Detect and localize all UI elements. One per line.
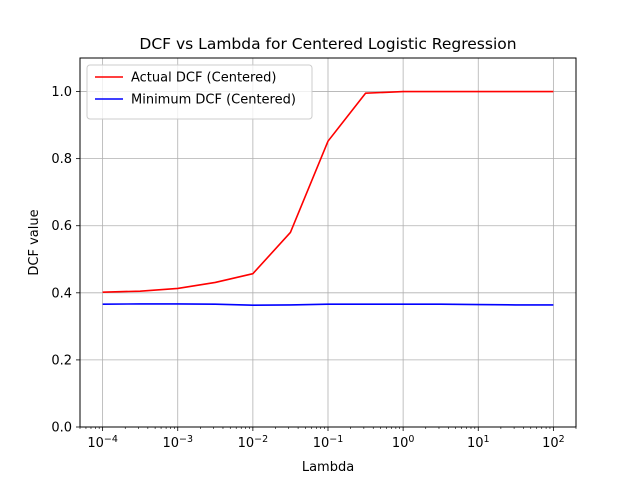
legend-box xyxy=(86,64,313,120)
plot-series xyxy=(102,90,554,307)
y-tick-label: 0.4 xyxy=(51,286,72,301)
legend: Actual DCF (Centered) Minimum DCF (Center… xyxy=(86,64,313,120)
y-tick-label: 0.2 xyxy=(51,353,72,368)
y-axis-label: DCF value xyxy=(27,209,42,275)
x-axis-label: Lambda xyxy=(302,460,354,475)
y-tick-label: 0.6 xyxy=(51,219,72,234)
legend-label: Minimum DCF (Centered) xyxy=(131,93,296,108)
y-tick-label: 0.0 xyxy=(51,421,72,436)
series-line xyxy=(102,303,554,307)
y-tick-label: 1.0 xyxy=(51,85,72,100)
y-tick-label: 0.8 xyxy=(51,152,72,167)
legend-label: Actual DCF (Centered) xyxy=(131,71,276,86)
series-line xyxy=(102,90,554,293)
chart-title: DCF vs Lambda for Centered Logistic Regr… xyxy=(139,35,516,53)
